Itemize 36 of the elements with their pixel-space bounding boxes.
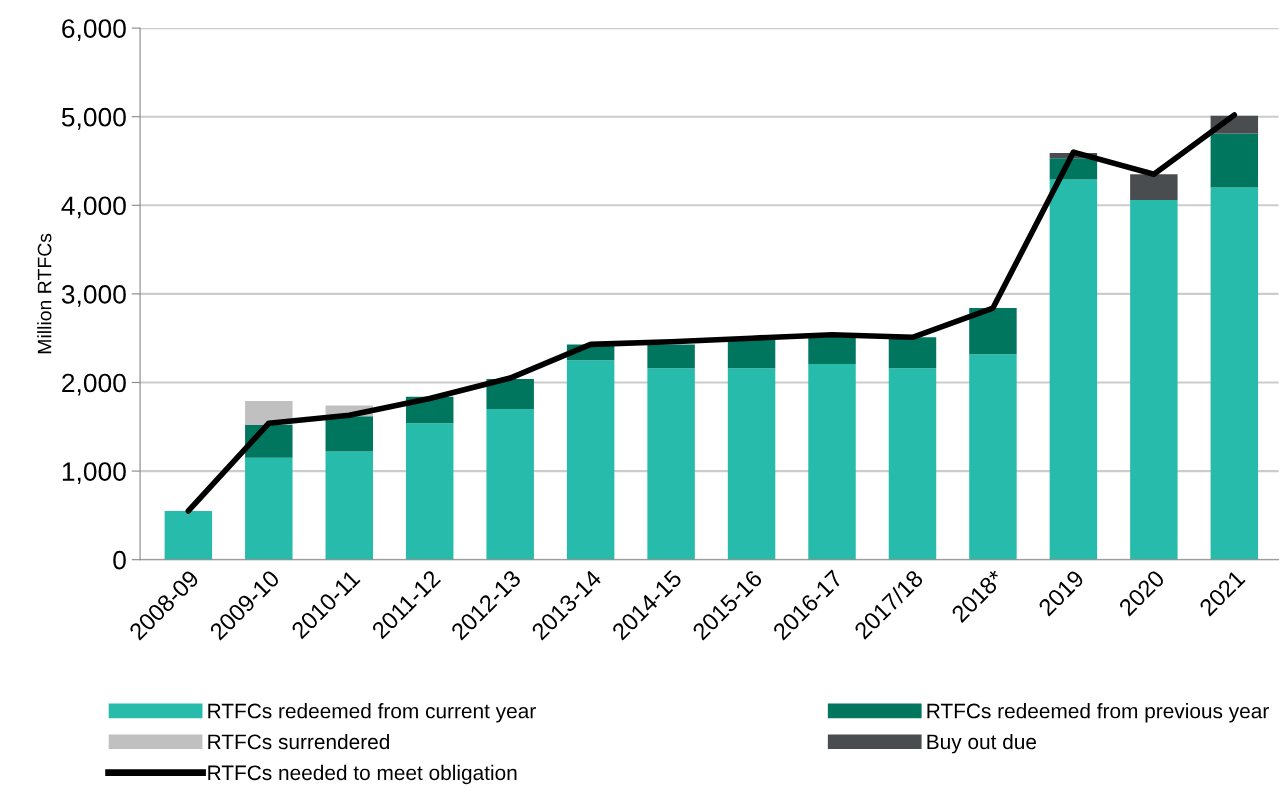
y-tick-label: 0 [113, 550, 126, 570]
bar [969, 354, 1017, 560]
bar [164, 510, 213, 560]
bar [1130, 174, 1178, 200]
legend-label: Buy out due [927, 733, 1037, 754]
legend-label: RTFCs redeemed from current year [208, 703, 536, 723]
bar [808, 363, 856, 560]
bar [969, 308, 1017, 355]
y-axis-title: Million RTFCs [37, 233, 52, 354]
legend-label: RTFCs redeemed from previous year [927, 703, 1269, 723]
bar [1049, 179, 1098, 560]
y-tick-label: 2,000 [62, 373, 126, 396]
bar [486, 378, 534, 410]
y-tick-label: 1,000 [62, 462, 126, 485]
bar [566, 360, 615, 560]
bar [647, 344, 695, 369]
bar [245, 457, 293, 560]
bar [727, 339, 776, 369]
bar [1210, 133, 1259, 188]
bar [727, 368, 776, 560]
bar [888, 368, 937, 560]
bar [486, 409, 534, 560]
legend-label: RTFCs surrendered [208, 733, 389, 750]
bar [1210, 187, 1259, 560]
y-tick-label: 5,000 [61, 107, 126, 130]
y-tick-label: 3,000 [61, 285, 126, 307]
bar [888, 337, 937, 369]
y-tick-label: 4,000 [61, 196, 126, 219]
legend-label: RTFCs needed to meet obligation [208, 764, 517, 785]
bar [325, 416, 373, 452]
bar [647, 368, 695, 560]
bar [808, 337, 856, 364]
bar [405, 423, 454, 560]
y-tick-label: 6,000 [62, 19, 126, 42]
bar [325, 451, 373, 560]
bar [1130, 199, 1178, 560]
